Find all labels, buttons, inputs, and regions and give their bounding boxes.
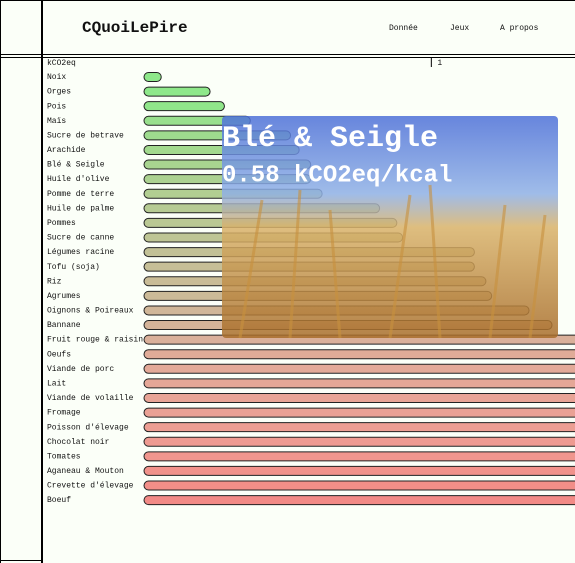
category-label: Légumes racine <box>47 248 114 257</box>
bar <box>143 407 575 418</box>
category-label: Sucre de betrave <box>47 131 124 140</box>
category-label: Oignons & Poireaux <box>47 307 134 316</box>
category-label: Viande de volaille <box>47 394 134 403</box>
category-label: Orges <box>47 88 71 97</box>
bar <box>143 72 162 82</box>
category-label: Huile d'olive <box>47 175 110 184</box>
tooltip-image <box>222 116 558 338</box>
category-label: Crevette d'élevage <box>47 482 134 491</box>
category-label: Lait <box>47 379 66 388</box>
bar <box>143 392 575 403</box>
nav-link[interactable]: A propos <box>500 24 539 33</box>
category-label: Fromage <box>47 409 81 418</box>
bar <box>143 378 575 389</box>
bar <box>143 349 575 360</box>
tooltip-title: Blé & Seigle <box>222 122 438 156</box>
category-label: Pommes <box>47 219 76 228</box>
category-label: Boeuf <box>47 496 71 505</box>
category-label: Noix <box>47 73 66 82</box>
nav-link[interactable]: Jeux <box>450 24 469 33</box>
bar <box>143 422 575 433</box>
site-title: CQuoiLePire <box>82 19 188 37</box>
bar <box>143 86 211 97</box>
tooltip-value: 0.58 kCO2eq/kcal <box>222 162 452 189</box>
category-label: Viande de porc <box>47 365 114 374</box>
category-label: Agrumes <box>47 292 81 301</box>
category-label: Tofu (soja) <box>47 263 100 272</box>
category-label: Maïs <box>47 117 66 126</box>
category-label: Riz <box>47 277 62 286</box>
tooltip: Blé & Seigle 0.58 kCO2eq/kcal <box>222 116 558 339</box>
category-label: Aganeau & Mouton <box>47 467 124 476</box>
category-label: Poisson d'élevage <box>47 423 129 432</box>
nav-link[interactable]: Donnée <box>389 24 418 33</box>
bar <box>143 480 575 491</box>
wheat-decoration <box>238 184 547 339</box>
bar <box>143 101 225 112</box>
category-label: Chocolat noir <box>47 438 110 447</box>
category-label: Bannane <box>47 321 81 330</box>
category-label: Pomme de terre <box>47 190 114 199</box>
bar <box>143 363 575 374</box>
category-label: Oeufs <box>47 350 71 359</box>
bar <box>143 495 575 506</box>
bar <box>143 436 575 447</box>
x-tick-label: 1 <box>437 59 442 68</box>
category-label: Sucre de canne <box>47 234 114 243</box>
category-label: Blé & Seigle <box>47 161 105 170</box>
category-label: Huile de palme <box>47 204 114 213</box>
category-label: Tomates <box>47 452 81 461</box>
category-label: Pois <box>47 102 66 111</box>
bar <box>143 465 575 476</box>
category-label: Fruit rouge & raisin <box>47 336 143 345</box>
bar <box>143 451 575 462</box>
axis-label: kCO2eq <box>47 59 76 68</box>
category-label: Arachide <box>47 146 86 155</box>
